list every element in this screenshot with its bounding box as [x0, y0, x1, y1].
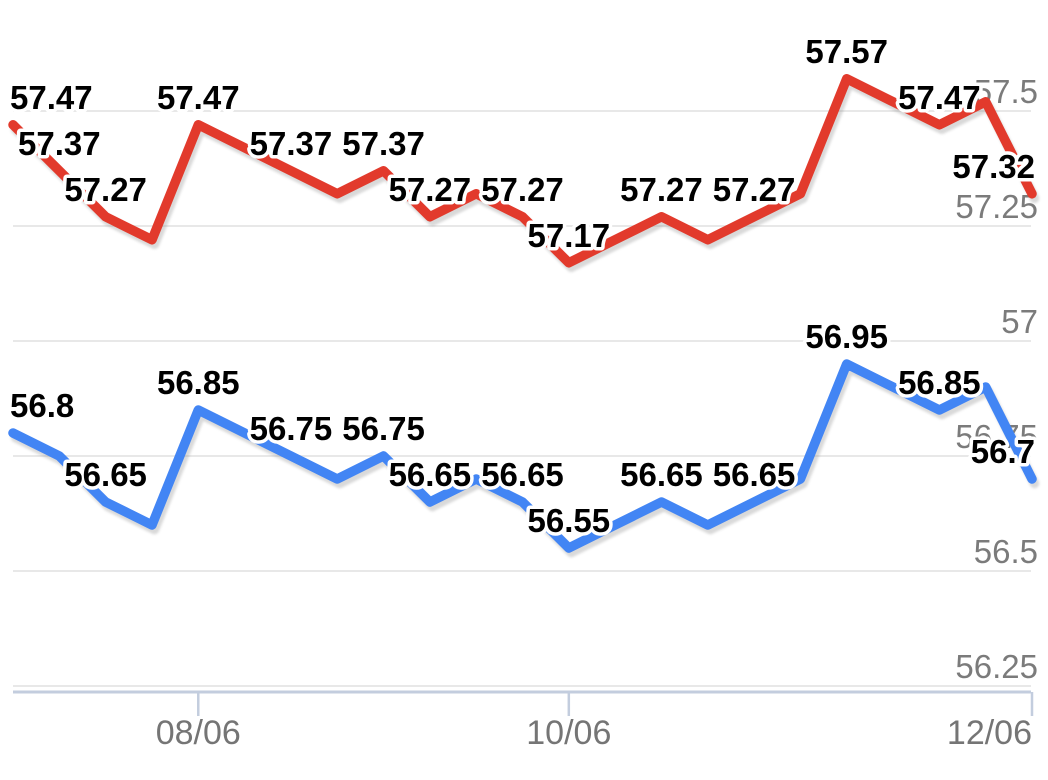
data-label-lower-blue: 56.65	[713, 456, 796, 493]
data-label-upper-red: 57.32	[952, 148, 1035, 185]
data-label-upper-red: 57.27	[481, 171, 564, 208]
data-label-lower-blue: 56.75	[342, 410, 425, 447]
data-label-upper-red: 57.47	[10, 79, 93, 116]
data-label-lower-blue: 56.85	[898, 364, 981, 401]
series-upper-red-line	[8, 74, 1037, 268]
data-label-upper-red: 57.17	[528, 217, 611, 254]
data-label-lower-blue: 56.65	[64, 456, 147, 493]
y-axis-label: 56.25	[955, 648, 1038, 685]
data-label-lower-blue: 56.85	[157, 364, 240, 401]
y-axis-label: 57.25	[955, 188, 1038, 225]
data-label-upper-red: 57.27	[713, 171, 796, 208]
data-label-lower-blue: 56.95	[805, 318, 888, 355]
x-axis-label: 08/06	[156, 714, 241, 752]
data-label-upper-red: 57.57	[805, 33, 888, 70]
data-label-upper-red: 57.27	[389, 171, 472, 208]
data-label-lower-blue: 56.55	[528, 502, 611, 539]
data-label-lower-blue: 56.65	[620, 456, 703, 493]
data-label-lower-blue: 56.65	[389, 456, 472, 493]
x-axis-label: 10/06	[526, 714, 611, 752]
data-label-lower-blue: 56.65	[481, 456, 564, 493]
data-label-lower-blue: 56.7	[971, 433, 1035, 470]
data-label-lower-blue: 56.8	[10, 387, 74, 424]
data-label-upper-red: 57.37	[18, 125, 101, 162]
y-axis-label: 57	[1001, 303, 1038, 340]
data-label-lower-blue: 56.75	[250, 410, 333, 447]
data-label-upper-red: 57.37	[250, 125, 333, 162]
data-label-upper-red: 57.37	[342, 125, 425, 162]
data-label-upper-red: 57.27	[620, 171, 703, 208]
data-label-upper-red: 57.47	[898, 79, 981, 116]
x-axis-label: 12/06	[947, 714, 1032, 752]
data-label-upper-red: 57.47	[157, 79, 240, 116]
series-lower-blue-line	[8, 359, 1037, 553]
y-axis-label: 56.75	[955, 418, 1038, 455]
data-label-upper-red: 57.27	[64, 171, 147, 208]
y-axis-label: 56.5	[974, 533, 1038, 570]
